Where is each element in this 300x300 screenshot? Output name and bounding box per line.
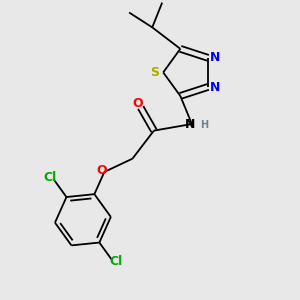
- Text: O: O: [96, 164, 107, 177]
- Text: N: N: [210, 51, 220, 64]
- Text: S: S: [151, 66, 160, 79]
- Text: N: N: [210, 81, 220, 94]
- Text: O: O: [133, 97, 143, 110]
- Text: H: H: [200, 120, 208, 130]
- Text: Cl: Cl: [109, 255, 122, 268]
- Text: Cl: Cl: [43, 172, 56, 184]
- Text: N: N: [185, 118, 195, 130]
